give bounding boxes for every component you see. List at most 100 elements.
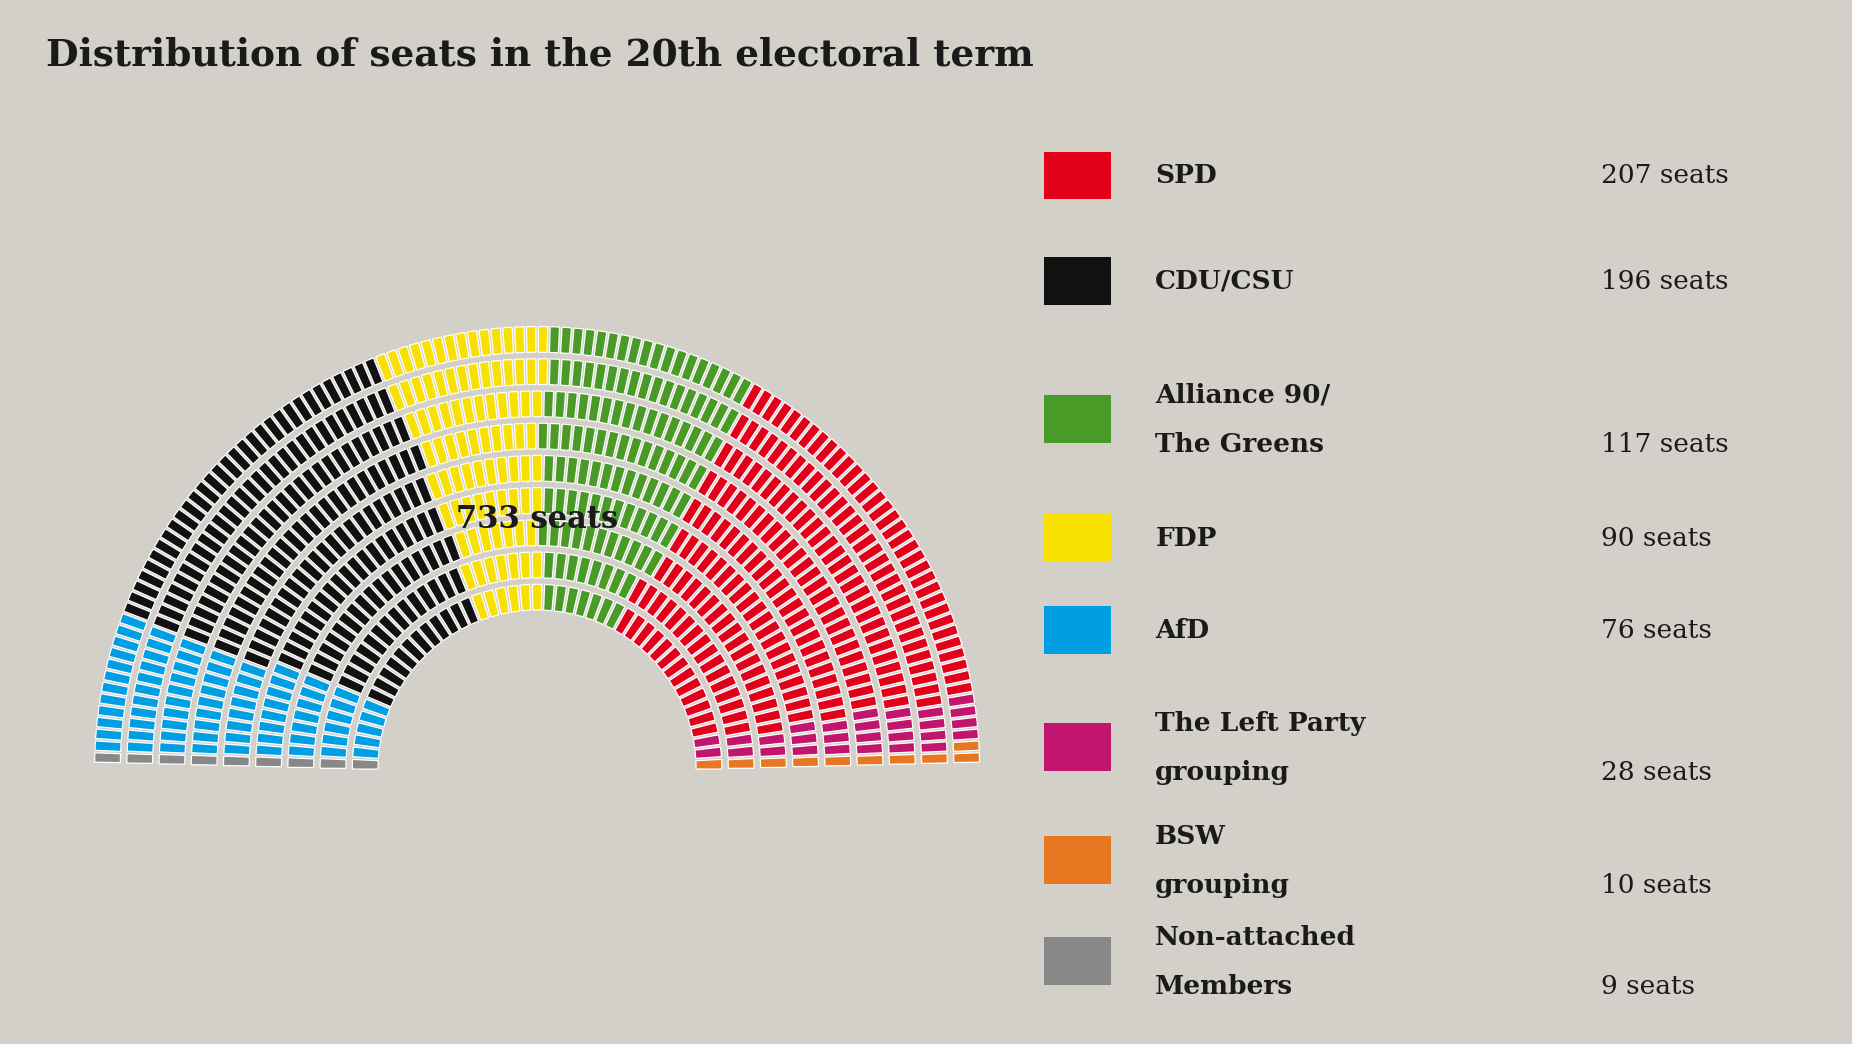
Polygon shape <box>532 488 543 514</box>
Polygon shape <box>159 742 185 753</box>
Polygon shape <box>833 639 861 657</box>
Polygon shape <box>630 506 648 533</box>
Polygon shape <box>917 707 945 719</box>
Polygon shape <box>252 565 278 588</box>
Polygon shape <box>615 608 635 635</box>
Polygon shape <box>867 638 895 656</box>
Polygon shape <box>659 346 676 374</box>
Polygon shape <box>415 584 437 611</box>
Polygon shape <box>265 499 291 524</box>
Polygon shape <box>320 746 346 757</box>
Polygon shape <box>354 735 382 748</box>
Polygon shape <box>793 461 817 488</box>
Polygon shape <box>869 562 896 583</box>
Polygon shape <box>298 512 322 537</box>
Polygon shape <box>143 648 169 665</box>
Polygon shape <box>730 642 756 663</box>
Polygon shape <box>544 392 554 417</box>
Polygon shape <box>287 631 315 650</box>
Polygon shape <box>169 672 196 687</box>
FancyBboxPatch shape <box>1045 836 1111 883</box>
Polygon shape <box>837 649 865 667</box>
Polygon shape <box>915 580 941 599</box>
Polygon shape <box>657 380 676 407</box>
Polygon shape <box>845 584 870 604</box>
Polygon shape <box>641 477 659 504</box>
Polygon shape <box>567 393 578 419</box>
Polygon shape <box>130 707 157 719</box>
Polygon shape <box>394 522 415 549</box>
Polygon shape <box>382 492 402 519</box>
Polygon shape <box>193 606 220 624</box>
Polygon shape <box>807 478 833 502</box>
Polygon shape <box>209 574 235 595</box>
Polygon shape <box>748 686 776 703</box>
Polygon shape <box>565 554 580 582</box>
Polygon shape <box>680 623 704 647</box>
Polygon shape <box>372 677 400 697</box>
Polygon shape <box>324 632 350 652</box>
Polygon shape <box>204 584 230 604</box>
Polygon shape <box>670 350 687 377</box>
Polygon shape <box>320 759 346 768</box>
Polygon shape <box>670 615 696 639</box>
Polygon shape <box>507 553 520 579</box>
Polygon shape <box>687 585 713 610</box>
Polygon shape <box>807 586 835 607</box>
Polygon shape <box>150 626 176 643</box>
Polygon shape <box>406 591 428 617</box>
Polygon shape <box>330 573 354 597</box>
Polygon shape <box>128 592 156 610</box>
Text: Non-attached: Non-attached <box>1156 925 1356 950</box>
Polygon shape <box>365 358 383 385</box>
Polygon shape <box>787 709 813 723</box>
Polygon shape <box>728 759 754 768</box>
Polygon shape <box>200 684 226 699</box>
Polygon shape <box>656 598 678 624</box>
Polygon shape <box>404 412 422 440</box>
Polygon shape <box>370 623 394 647</box>
Polygon shape <box>811 672 839 689</box>
Polygon shape <box>400 555 420 583</box>
Polygon shape <box>661 487 682 514</box>
Polygon shape <box>539 520 548 546</box>
Polygon shape <box>759 631 787 650</box>
Polygon shape <box>632 473 648 500</box>
Polygon shape <box>861 491 887 514</box>
Polygon shape <box>911 671 937 686</box>
Polygon shape <box>322 734 348 746</box>
Polygon shape <box>439 402 454 429</box>
Polygon shape <box>354 362 372 389</box>
Polygon shape <box>502 327 513 354</box>
Polygon shape <box>139 660 167 675</box>
Polygon shape <box>515 424 524 450</box>
Polygon shape <box>520 392 530 417</box>
Polygon shape <box>372 498 393 524</box>
Polygon shape <box>709 402 730 429</box>
Polygon shape <box>822 720 848 733</box>
Polygon shape <box>378 615 404 639</box>
Polygon shape <box>696 548 719 574</box>
Polygon shape <box>950 706 976 718</box>
Polygon shape <box>378 666 406 688</box>
Polygon shape <box>693 643 719 665</box>
Text: Distribution of seats in the 20th electoral term: Distribution of seats in the 20th electo… <box>46 37 1033 73</box>
Polygon shape <box>544 585 554 611</box>
Polygon shape <box>333 525 356 551</box>
Polygon shape <box>822 447 846 472</box>
Text: 76 seats: 76 seats <box>1602 618 1711 643</box>
Polygon shape <box>393 416 411 444</box>
Polygon shape <box>907 660 935 675</box>
Polygon shape <box>678 535 700 561</box>
Polygon shape <box>732 378 752 405</box>
Polygon shape <box>628 337 643 364</box>
Polygon shape <box>789 721 817 734</box>
Polygon shape <box>628 578 648 604</box>
Polygon shape <box>724 632 750 652</box>
Polygon shape <box>272 409 294 435</box>
Polygon shape <box>456 431 470 458</box>
Polygon shape <box>674 677 702 697</box>
Polygon shape <box>839 574 865 595</box>
Polygon shape <box>606 602 626 630</box>
Polygon shape <box>711 367 732 395</box>
